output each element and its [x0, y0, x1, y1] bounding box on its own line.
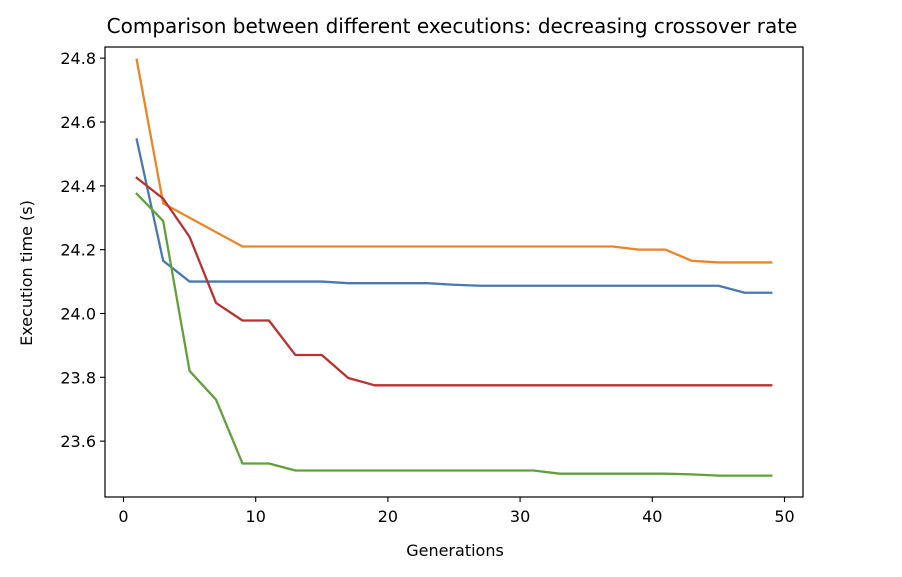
x-axis-title: Generations: [406, 541, 504, 560]
chart-title: Comparison between different executions:…: [107, 14, 798, 38]
series-line-1: [135, 138, 773, 294]
x-tick-label: 0: [118, 507, 128, 526]
y-tick-label: 24.8: [60, 49, 96, 68]
plot-frame: [104, 46, 804, 498]
x-tick-label: 50: [774, 507, 794, 526]
y-tick-label: 23.8: [60, 368, 96, 387]
y-tick-label: 24.4: [60, 177, 96, 196]
plot-area: 0 10 20 30 40 50 23.6 23.8 24.0 24.2 24.4 24.6 24.8: [60, 46, 804, 526]
x-tick-label: 10: [246, 507, 266, 526]
series-line-4: [135, 176, 773, 387]
x-tick-label: 30: [510, 507, 530, 526]
y-tick-label: 24.2: [60, 241, 96, 260]
x-tick-label: 40: [642, 507, 662, 526]
x-tick-label: 20: [378, 507, 398, 526]
series-line-2: [135, 58, 773, 264]
y-tick-label: 23.6: [60, 432, 96, 451]
y-tick-label: 24.6: [60, 113, 96, 132]
series-line-3: [135, 192, 773, 477]
y-axis-title: Execution time (s): [17, 200, 36, 346]
y-tick-label: 24.0: [60, 304, 96, 323]
